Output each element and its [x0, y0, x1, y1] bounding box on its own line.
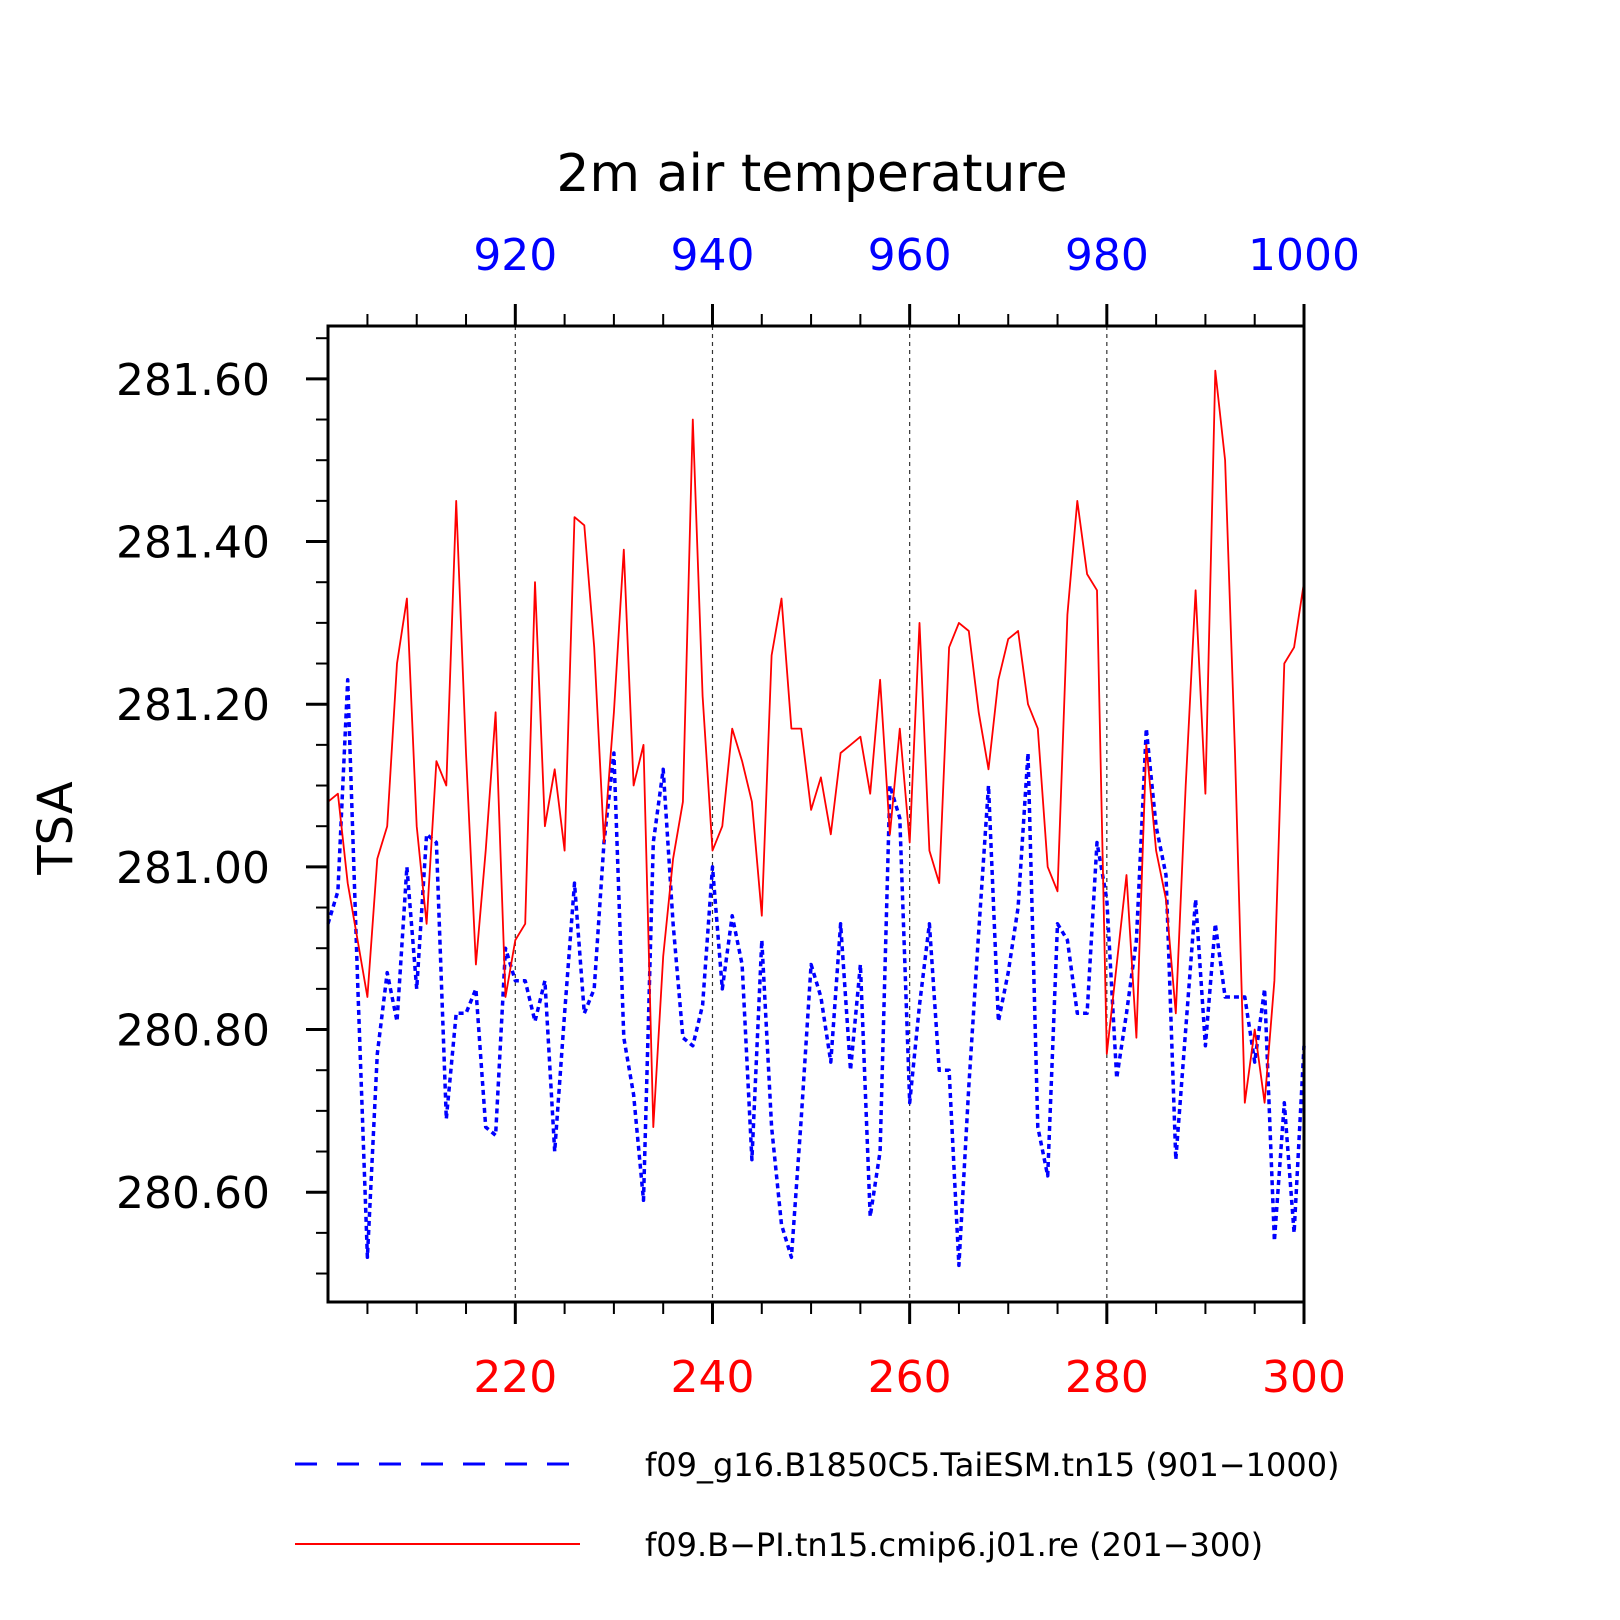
bottom-tick-label: 260	[868, 1352, 952, 1403]
plot-frame	[326, 324, 1306, 1304]
y-tick-label: 281.40	[116, 518, 270, 569]
y-tick-label: 280.60	[116, 1168, 270, 1219]
y-tick-label: 281.00	[116, 843, 270, 894]
top-tick-label: 980	[1065, 230, 1149, 281]
legend: f09_g16.B1850C5.TaiESM.tn15 (901−1000) f0…	[295, 1446, 1340, 1564]
y-axis-label: TSA	[28, 781, 84, 876]
legend-label: f09.B−PI.tn15.cmip6.j01.re (201−300)	[645, 1526, 1263, 1564]
bottom-x-axis: 220 240 260 280 300	[473, 1302, 1346, 1403]
minor-ticks	[316, 314, 1256, 1314]
chart-title: 2m air temperature	[556, 144, 1067, 204]
top-tick-label: 940	[670, 230, 754, 281]
blue-dashed-series	[326, 678, 1306, 1268]
y-tick-label: 281.60	[116, 355, 270, 406]
bottom-tick-label: 300	[1262, 1352, 1346, 1403]
legend-label: f09_g16.B1850C5.TaiESM.tn15 (901−1000)	[645, 1446, 1340, 1484]
y-axis: 280.60 280.80 281.00 281.20 281.40 281.60	[116, 355, 328, 1219]
series-lines	[326, 369, 1306, 1268]
top-tick-label: 960	[868, 230, 952, 281]
red-solid-series	[327, 369, 1305, 1128]
top-x-axis: 920 940 960 980 1000	[473, 230, 1360, 326]
bottom-tick-label: 220	[473, 1352, 557, 1403]
top-tick-label: 1000	[1248, 230, 1360, 281]
bottom-tick-label: 240	[670, 1352, 754, 1403]
gridlines	[514, 326, 1108, 1302]
y-tick-label: 280.80	[116, 1006, 270, 1057]
top-tick-label: 920	[473, 230, 557, 281]
y-tick-label: 281.20	[116, 680, 270, 731]
bottom-tick-label: 280	[1065, 1352, 1149, 1403]
